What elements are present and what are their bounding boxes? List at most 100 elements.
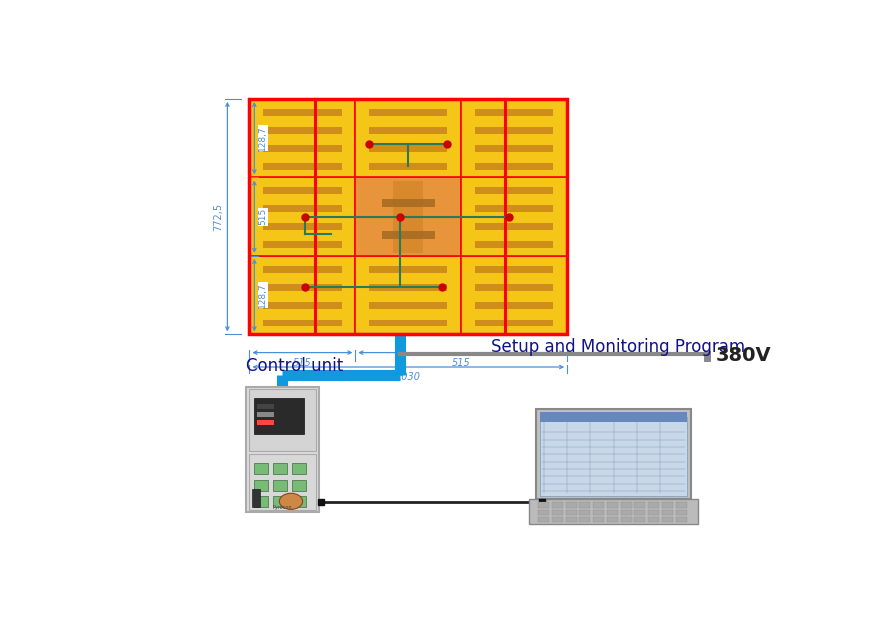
Bar <box>356 177 462 256</box>
Bar <box>593 517 604 522</box>
Bar <box>249 454 315 510</box>
Bar <box>462 99 568 177</box>
Bar <box>579 517 591 522</box>
Bar <box>369 163 447 170</box>
Bar <box>254 398 304 434</box>
Bar <box>552 502 563 508</box>
Bar <box>249 177 356 256</box>
Bar <box>249 99 568 334</box>
Bar <box>263 145 341 152</box>
Text: 128,7: 128,7 <box>258 282 267 308</box>
Bar <box>540 412 687 422</box>
Bar <box>257 412 274 417</box>
Bar <box>621 510 632 515</box>
Bar <box>475 205 553 212</box>
Bar <box>634 517 645 522</box>
Text: Pyrocon: Pyrocon <box>273 505 292 510</box>
Bar <box>254 463 268 474</box>
Bar <box>291 497 306 507</box>
Bar <box>566 510 576 515</box>
Bar <box>273 497 287 507</box>
Bar <box>291 463 306 474</box>
Bar <box>369 145 447 152</box>
Text: Setup and Monitoring Program: Setup and Monitoring Program <box>491 338 745 356</box>
Bar <box>552 510 563 515</box>
Bar <box>607 510 617 515</box>
Bar <box>607 517 617 522</box>
Bar <box>675 517 687 522</box>
Bar <box>369 109 447 115</box>
Bar <box>369 302 447 308</box>
Bar <box>369 284 447 291</box>
Bar <box>369 127 447 134</box>
Bar <box>475 187 553 194</box>
Bar <box>254 497 268 507</box>
Text: Control unit: Control unit <box>246 357 343 375</box>
Text: 128,7: 128,7 <box>258 125 267 151</box>
Bar <box>634 502 645 508</box>
Bar <box>475 241 553 248</box>
Bar <box>394 180 423 253</box>
Bar <box>369 266 447 273</box>
Bar <box>263 241 341 248</box>
Bar <box>648 502 659 508</box>
Bar <box>263 223 341 230</box>
Bar <box>475 223 553 230</box>
Bar <box>475 319 553 326</box>
Bar <box>475 109 553 115</box>
Text: 515: 515 <box>258 208 267 225</box>
Bar <box>662 510 673 515</box>
Bar <box>291 480 306 490</box>
Bar <box>648 510 659 515</box>
Bar <box>382 231 435 238</box>
Bar <box>593 510 604 515</box>
Bar <box>263 109 341 115</box>
Bar <box>579 510 591 515</box>
Bar <box>273 463 287 474</box>
Bar <box>263 266 341 273</box>
Bar <box>593 502 604 508</box>
Bar <box>263 205 341 212</box>
Bar <box>263 302 341 308</box>
Bar <box>475 145 553 152</box>
Bar <box>263 127 341 134</box>
Bar <box>566 517 576 522</box>
Bar <box>249 256 356 334</box>
Bar <box>369 319 447 326</box>
Bar <box>475 302 553 308</box>
Bar <box>634 510 645 515</box>
Bar <box>257 404 274 409</box>
Bar <box>251 489 260 507</box>
Bar <box>540 416 687 496</box>
Bar <box>263 319 341 326</box>
Text: 515: 515 <box>293 358 312 368</box>
Bar <box>552 517 563 522</box>
Bar <box>538 517 549 522</box>
Text: 380V: 380V <box>715 346 772 366</box>
Bar <box>648 517 659 522</box>
Bar <box>249 99 356 177</box>
Bar <box>273 480 287 490</box>
Bar <box>579 502 591 508</box>
Bar <box>356 99 462 177</box>
Bar <box>621 517 632 522</box>
Bar <box>529 499 699 524</box>
Bar <box>382 199 435 207</box>
Bar <box>475 163 553 170</box>
Bar <box>475 266 553 273</box>
Text: 1030: 1030 <box>396 372 421 382</box>
Bar <box>475 127 553 134</box>
Bar <box>475 284 553 291</box>
Bar <box>607 502 617 508</box>
Bar <box>263 163 341 170</box>
Bar <box>662 517 673 522</box>
Bar <box>254 480 268 490</box>
Text: 515: 515 <box>452 358 470 368</box>
Bar <box>538 502 549 508</box>
Bar <box>249 389 315 451</box>
Circle shape <box>280 493 303 509</box>
Bar <box>257 420 274 425</box>
Bar <box>662 502 673 508</box>
Bar <box>356 256 462 334</box>
Bar <box>675 510 687 515</box>
